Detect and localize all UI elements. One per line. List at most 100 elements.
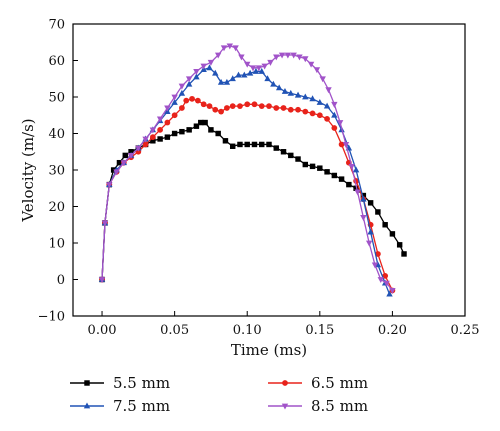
data-point xyxy=(377,277,384,284)
data-point xyxy=(261,63,268,70)
data-point xyxy=(295,106,301,113)
data-point xyxy=(98,277,106,284)
data-point xyxy=(113,169,120,176)
data-point xyxy=(237,141,243,148)
x-tick-label: 0.10 xyxy=(233,323,262,338)
data-point xyxy=(249,65,257,72)
data-point xyxy=(207,59,215,66)
data-point xyxy=(244,141,250,148)
x-tick-label: 0.00 xyxy=(88,323,117,338)
data-point xyxy=(389,288,396,294)
data-point xyxy=(255,65,263,72)
legend-marker xyxy=(281,403,289,410)
data-point xyxy=(235,71,242,78)
data-point xyxy=(266,103,272,110)
data-point xyxy=(273,145,279,151)
x-axis-label: Time (ms) xyxy=(231,341,307,359)
data-point xyxy=(317,165,323,171)
data-point xyxy=(229,103,236,110)
legend-marker xyxy=(84,380,90,386)
data-point xyxy=(352,166,360,173)
data-point xyxy=(246,69,254,76)
data-point xyxy=(389,231,396,237)
data-point xyxy=(206,64,213,71)
series-2 xyxy=(98,64,393,297)
data-point xyxy=(401,251,407,257)
data-point xyxy=(202,119,208,126)
ticks-group: 0.00 0.05 0.10 0.15 0.20 0.25 −10 0 10 20 30 40 50 60… xyxy=(38,18,480,339)
data-point xyxy=(259,141,265,148)
data-point xyxy=(193,69,200,75)
data-point xyxy=(273,105,280,111)
data-point xyxy=(178,83,186,90)
data-point xyxy=(367,200,374,206)
data-point xyxy=(251,101,258,108)
data-point xyxy=(212,106,219,113)
data-point xyxy=(375,209,381,215)
y-tick-label: 10 xyxy=(48,237,65,252)
data-point xyxy=(223,78,231,85)
data-point xyxy=(251,141,258,148)
data-point xyxy=(179,128,185,135)
data-point xyxy=(323,102,331,109)
data-point xyxy=(110,167,117,173)
data-point xyxy=(296,54,303,61)
data-point xyxy=(244,101,251,108)
data-point xyxy=(258,103,265,110)
y-tick-label: 0 xyxy=(57,273,65,288)
data-point xyxy=(226,43,233,50)
data-point xyxy=(302,93,309,100)
data-point xyxy=(229,75,236,82)
series-line xyxy=(101,67,391,295)
data-point xyxy=(220,45,228,52)
data-point xyxy=(275,84,283,91)
y-tick-label: 30 xyxy=(48,164,65,179)
data-point xyxy=(142,141,149,148)
data-point xyxy=(171,98,178,105)
data-point xyxy=(208,127,214,133)
data-point xyxy=(325,87,332,94)
legend-label: 8.5 mm xyxy=(311,397,368,415)
data-point xyxy=(149,134,156,141)
data-point xyxy=(229,143,236,149)
series-line xyxy=(101,121,405,280)
data-point xyxy=(280,149,287,155)
data-point xyxy=(150,138,156,144)
data-point xyxy=(319,76,326,83)
data-point xyxy=(186,127,192,133)
data-point xyxy=(193,123,200,129)
data-point xyxy=(238,54,245,61)
legend-item: 6.5 mm xyxy=(268,374,368,392)
data-point xyxy=(198,119,204,126)
data-point xyxy=(371,262,379,269)
series-group xyxy=(98,43,407,297)
data-point xyxy=(360,215,367,221)
plot-frame-group xyxy=(72,23,466,317)
data-point xyxy=(386,290,393,297)
y-tick-label: −10 xyxy=(38,310,65,325)
data-point xyxy=(217,78,225,85)
data-point xyxy=(313,67,321,74)
data-point xyxy=(331,125,338,131)
data-point xyxy=(336,120,344,127)
data-point xyxy=(360,192,367,199)
data-point xyxy=(164,134,171,140)
x-tick-label: 0.05 xyxy=(160,323,189,338)
y-tick-label: 70 xyxy=(48,18,65,33)
data-point xyxy=(294,91,302,98)
data-point xyxy=(309,95,316,102)
series-line xyxy=(101,98,393,291)
data-point xyxy=(194,97,201,104)
data-point xyxy=(241,71,248,78)
data-point xyxy=(116,159,123,166)
data-point xyxy=(316,112,323,119)
y-tick-label: 20 xyxy=(48,200,65,215)
data-point xyxy=(287,106,294,113)
data-point xyxy=(278,52,286,59)
data-point xyxy=(288,152,294,159)
series-line xyxy=(101,45,393,291)
data-point xyxy=(270,80,277,87)
data-point xyxy=(281,88,289,94)
data-point xyxy=(346,181,352,188)
